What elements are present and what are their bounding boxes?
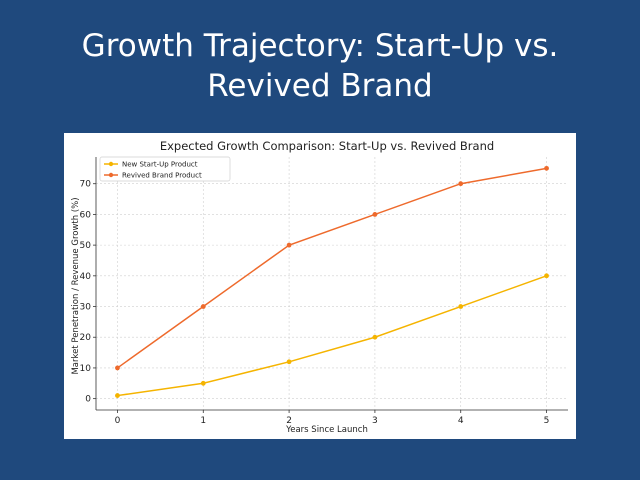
series-2-point	[200, 304, 206, 309]
series-line-2	[117, 167, 547, 369]
y-tick-label: 50	[80, 241, 92, 251]
y-tick-label: 60	[80, 210, 92, 220]
series-2-point	[286, 242, 292, 248]
series-2-point	[115, 365, 120, 371]
legend-label: New Start-Up Product	[122, 161, 198, 169]
y-axis-title: Market Penetration / Revenue Growth (%)	[71, 197, 81, 374]
x-tick-label: 3	[372, 416, 378, 426]
legend-label: Revived Brand Product	[122, 172, 202, 180]
line-chart: Expected Growth Comparison: Start-Up vs.…	[71, 139, 568, 435]
x-tick-label: 1	[200, 416, 206, 426]
slide-title: Growth Trajectory: Start-Up vs. Revived …	[0, 26, 640, 106]
series-1-point	[115, 393, 120, 398]
series-2-point	[458, 181, 464, 187]
chart-title: Expected Growth Comparison: Start-Up vs.…	[160, 139, 494, 153]
series-1-point	[458, 304, 464, 309]
x-axis-title: Years Since Launch	[285, 425, 368, 435]
series-1-point	[544, 273, 549, 279]
axes	[95, 157, 568, 411]
series-1-point	[200, 380, 206, 386]
legend-swatch-marker	[108, 172, 114, 178]
y-ticks: 0 10 20 30 40 50 60 70	[80, 180, 96, 405]
y-tick-label: 30	[80, 303, 92, 313]
y-tick-label: 20	[80, 333, 92, 343]
series-group	[115, 165, 549, 398]
grid	[96, 157, 568, 410]
series-1-point	[286, 359, 292, 365]
chart-panel: Expected Growth Comparison: Start-Up vs.…	[64, 133, 576, 439]
legend-swatch-marker	[108, 161, 114, 167]
x-tick-label: 2	[286, 416, 292, 426]
series-line-1	[117, 275, 547, 397]
x-tick-label: 5	[544, 416, 550, 426]
legend: New Start-Up Product Revived Brand Produc…	[99, 156, 231, 182]
legend-box	[99, 156, 231, 182]
x-tick-label: 4	[458, 416, 464, 426]
y-tick-label: 0	[85, 395, 91, 405]
series-2-point	[544, 165, 549, 171]
x-tick-label: 0	[115, 416, 121, 426]
y-tick-label: 10	[80, 364, 92, 374]
x-ticks: 0 1 2 3 4 5	[115, 410, 550, 426]
slide-title-line-1: Growth Trajectory: Start-Up vs.	[81, 28, 559, 64]
series-1-point	[372, 334, 378, 340]
y-tick-label: 40	[80, 272, 92, 282]
slide-title-line-2: Revived Brand	[207, 68, 433, 104]
series-2-point	[372, 212, 378, 217]
y-tick-label: 70	[80, 180, 92, 190]
